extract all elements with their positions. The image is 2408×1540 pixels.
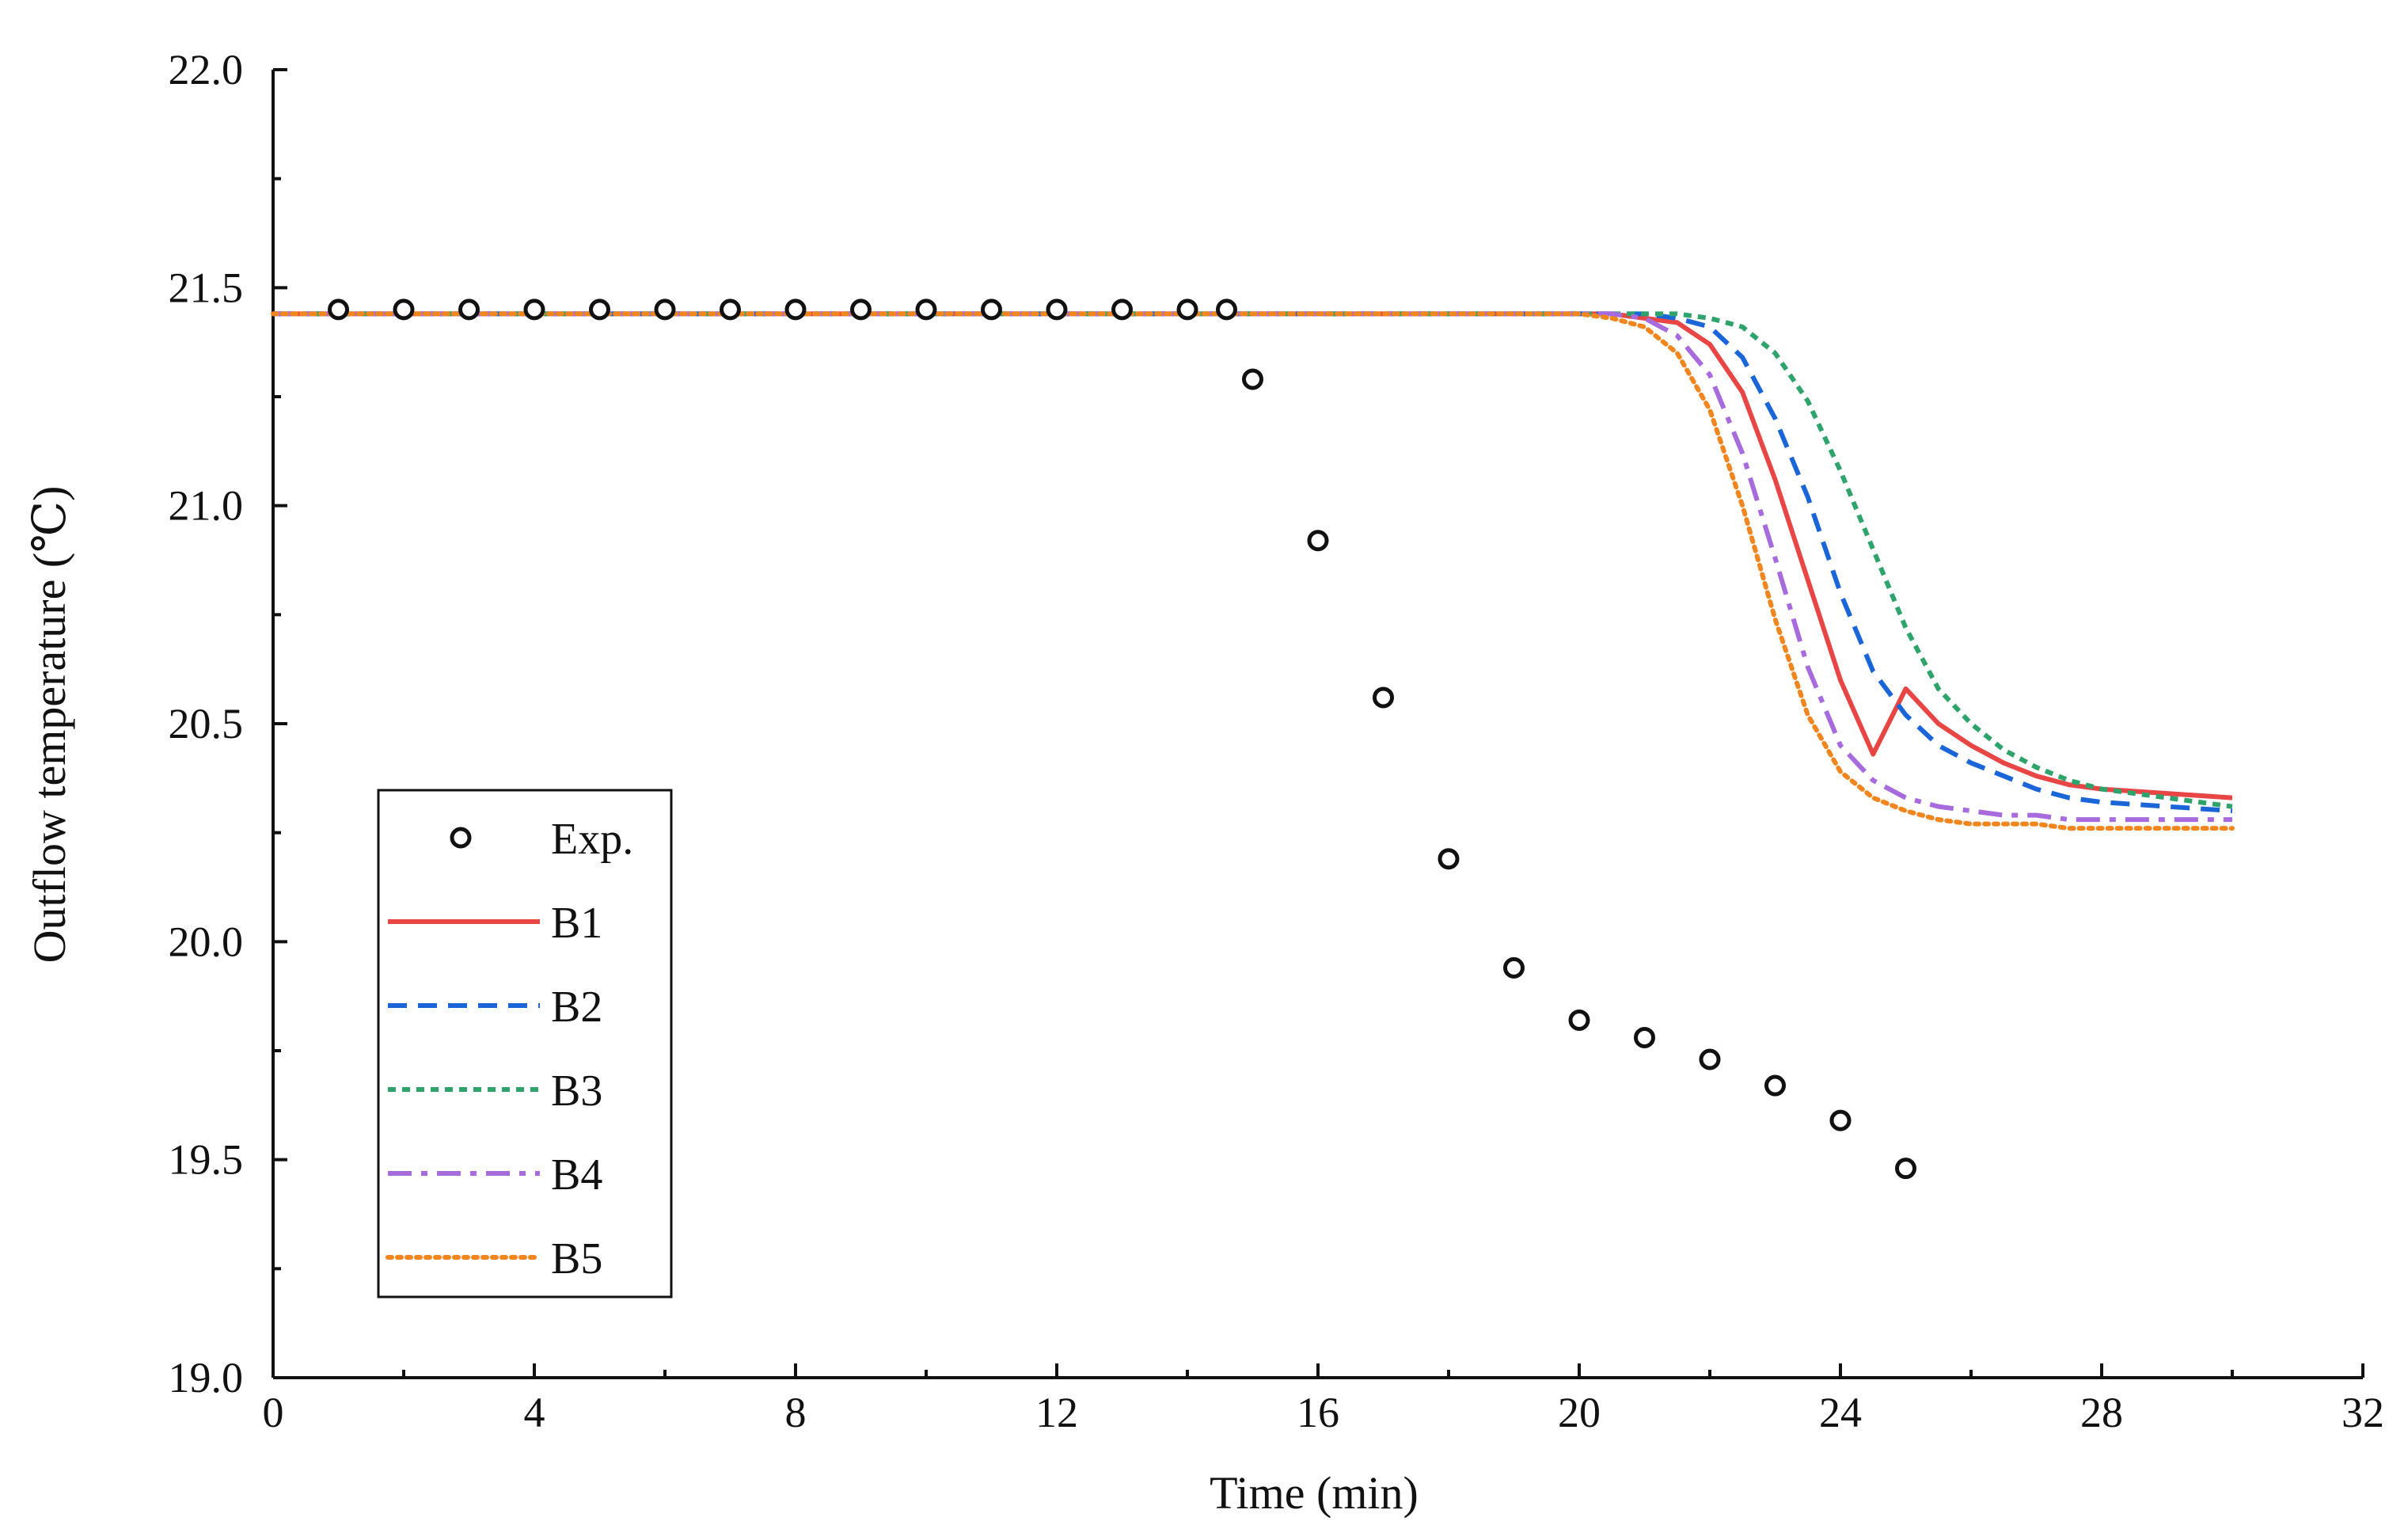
experimental-point bbox=[720, 298, 741, 321]
x-tick-label: 12 bbox=[1035, 1389, 1078, 1436]
legend-label: B3 bbox=[551, 1067, 602, 1116]
x-tick-label: 8 bbox=[785, 1389, 807, 1436]
experimental-point bbox=[589, 298, 610, 321]
x-tick-label: 32 bbox=[2342, 1389, 2384, 1436]
experimental-point bbox=[981, 298, 1002, 321]
experimental-point bbox=[1216, 298, 1237, 321]
y-tick-label: 21.0 bbox=[169, 482, 244, 530]
experimental-point bbox=[1829, 1109, 1852, 1131]
experimental-point bbox=[523, 298, 545, 321]
y-tick-label: 19.0 bbox=[169, 1354, 244, 1401]
experimental-point bbox=[1242, 368, 1263, 390]
legend-box bbox=[377, 789, 673, 1299]
y-tick-label: 20.0 bbox=[169, 918, 244, 965]
experimental-point bbox=[850, 298, 872, 321]
x-tick-label: 20 bbox=[1558, 1389, 1601, 1436]
experimental-point bbox=[328, 298, 349, 321]
legend: Exp. B1 B2 B3 B4 B5 bbox=[377, 789, 673, 1299]
x-tick-label: 16 bbox=[1297, 1389, 1339, 1436]
x-tick-label: 24 bbox=[1819, 1389, 1862, 1436]
experimental-point bbox=[1895, 1158, 1916, 1180]
legend-label: B1 bbox=[551, 899, 602, 948]
y-tick-label: 20.5 bbox=[169, 700, 244, 747]
y-axis-title: Outflow temperature (℃) bbox=[24, 486, 75, 964]
experimental-point bbox=[393, 298, 415, 321]
experimental-point bbox=[1111, 298, 1133, 321]
y-tick-label: 19.5 bbox=[169, 1136, 244, 1184]
experimental-point bbox=[1503, 956, 1525, 979]
experimental-point bbox=[784, 298, 807, 321]
experimental-point bbox=[1373, 686, 1394, 709]
axes-layer: 0 4 8 12 16 20 24 28 32 19.0 19.5 20.0 20.5 21.0 21.5 2… bbox=[169, 46, 2385, 1436]
experimental-point bbox=[915, 298, 937, 321]
series-layer bbox=[271, 311, 2235, 831]
x-axis-title: Time (min) bbox=[1210, 1467, 1419, 1519]
series-line-b5 bbox=[271, 311, 2235, 831]
experimental-point bbox=[458, 298, 480, 321]
experimental-point bbox=[1568, 1009, 1590, 1031]
experimental-point bbox=[1699, 1048, 1721, 1070]
x-tick-label: 28 bbox=[2080, 1389, 2123, 1436]
legend-marker-exp bbox=[450, 827, 472, 849]
experimental-point bbox=[1438, 848, 1460, 870]
legend-label: Exp. bbox=[551, 815, 633, 864]
legend-label: B4 bbox=[551, 1150, 602, 1200]
experimental-point bbox=[1634, 1026, 1655, 1048]
x-tick-label: 4 bbox=[524, 1389, 545, 1436]
series-line-b4 bbox=[273, 311, 2232, 823]
experimental-point bbox=[1176, 298, 1198, 321]
experimental-points-layer bbox=[328, 298, 1916, 1180]
series-line-b2 bbox=[273, 311, 2233, 814]
experimental-point bbox=[654, 298, 676, 321]
series-line-b3 bbox=[273, 311, 2233, 809]
x-tick-label: 0 bbox=[263, 1389, 284, 1436]
legend-label: B2 bbox=[551, 983, 602, 1032]
y-tick-label: 22.0 bbox=[169, 46, 244, 93]
experimental-point bbox=[1764, 1074, 1786, 1097]
legend-label: B5 bbox=[551, 1234, 602, 1283]
y-tick-label: 21.5 bbox=[169, 264, 244, 311]
experimental-point bbox=[1046, 298, 1068, 321]
experimental-point bbox=[1307, 530, 1329, 552]
